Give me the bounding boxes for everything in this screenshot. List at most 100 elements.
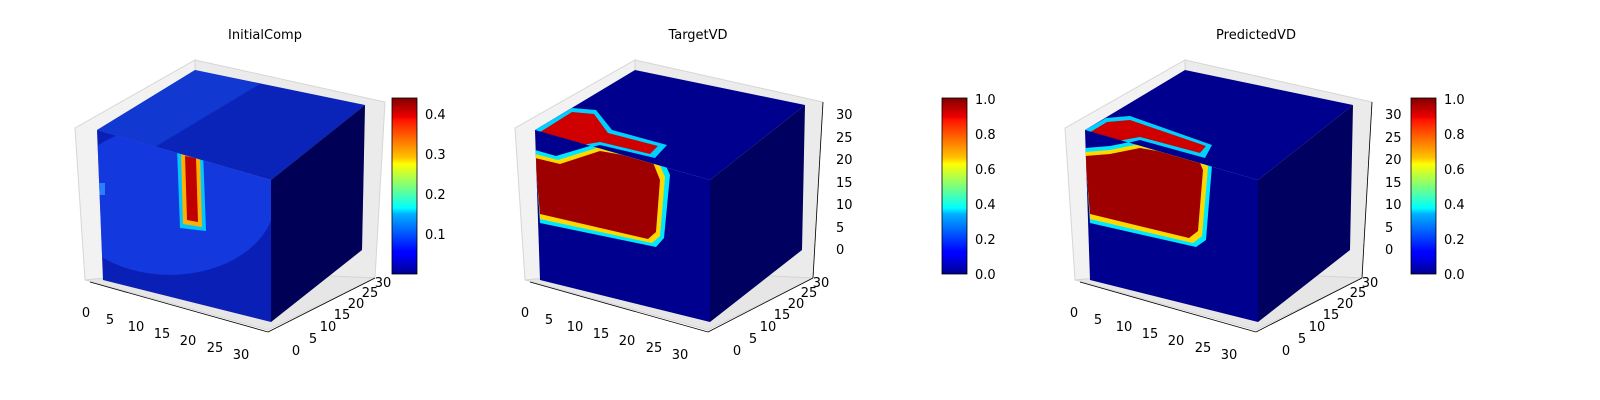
cube-right-face: [710, 105, 805, 322]
colorbar-tick-label: 0.0: [975, 268, 996, 283]
colorbar-gradient: [941, 97, 968, 275]
panel-initialcomp: InitialComp 0 5 1: [74, 28, 446, 363]
y-tick-label: 10: [320, 320, 337, 335]
z-tick-label: 5: [836, 221, 844, 236]
y-tick-label: 0: [1282, 344, 1290, 359]
z-tick-label: 0: [836, 243, 844, 258]
y-tick-label: 10: [1309, 320, 1326, 335]
z-tick-label: 15: [836, 176, 853, 191]
x-tick-label: 15: [1142, 327, 1159, 342]
y-tick-label: 25: [362, 286, 379, 301]
colorbar-tick-label: 0.6: [1444, 163, 1465, 178]
y-axis-line: [707, 277, 814, 333]
panel-targetvd: TargetVD 0 5 10 15 20 25 3: [514, 28, 996, 363]
edge-spot: [97, 183, 105, 195]
x-tick-label: 10: [567, 320, 584, 335]
colorbar-tick-label: 1.0: [1444, 93, 1465, 108]
colorbar-tick-label: 0.8: [1444, 128, 1465, 143]
y-tick-label: 0: [292, 344, 300, 359]
y-axis: 0 5 10 15 20 25 30: [267, 276, 391, 359]
colorbar-tick-label: 0.6: [975, 163, 996, 178]
colorbar-tick-label: 0.8: [975, 128, 996, 143]
x-tick-label: 5: [545, 313, 553, 328]
x-tick-label: 15: [154, 327, 171, 342]
y-axis: 0 5 10 15 20 25 30: [1255, 276, 1379, 359]
cube-top-shade: [97, 70, 260, 150]
z-tick-label: 30: [1385, 108, 1402, 123]
y-tick-label: 25: [801, 286, 818, 301]
x-axis-line: [529, 281, 709, 333]
colorbar-tick-label: 0.4: [1444, 198, 1465, 213]
colorbar-tick-label: 0.3: [425, 148, 446, 163]
x-tick-label: 5: [106, 313, 114, 328]
x-tick-label: 25: [207, 341, 224, 356]
x-tick-label: 20: [1168, 334, 1185, 349]
x-tick-label: 25: [646, 341, 663, 356]
x-tick-label: 0: [521, 306, 529, 321]
concentration-bar-core: [185, 156, 198, 222]
y-tick-label: 25: [1350, 286, 1367, 301]
colorbar-tick-label: 0.0: [1444, 268, 1465, 283]
z-axis-line: [812, 101, 824, 279]
x-tick-label: 15: [593, 327, 610, 342]
y-tick-label: 20: [788, 297, 805, 312]
x-tick-label: 30: [233, 348, 250, 363]
z-tick-label: 30: [836, 108, 853, 123]
y-tick-label: 5: [309, 332, 317, 347]
z-tick-label: 15: [1385, 176, 1402, 191]
y-tick-label: 5: [1298, 332, 1306, 347]
colorbar-gradient: [1410, 97, 1437, 275]
colorbar: 0.1 0.2 0.3 0.4: [391, 97, 446, 275]
colorbar-gradient: [391, 97, 418, 275]
x-axis-line: [89, 281, 269, 333]
x-axis-line: [1079, 281, 1257, 333]
z-axis: 0 5 10 15 20 25 30: [1361, 101, 1402, 279]
top-red-region: [1087, 120, 1206, 153]
panel-title: InitialComp: [228, 28, 302, 43]
y-tick-label: 10: [760, 320, 777, 335]
x-tick-label: 5: [1094, 313, 1102, 328]
y-tick-label: 30: [1362, 276, 1379, 291]
colorbar: 0.0 0.2 0.4 0.6 0.8 1.0: [1410, 93, 1465, 283]
y-tick-label: 15: [334, 308, 351, 323]
colorbar-tick-label: 0.1: [425, 228, 446, 243]
cube-right-face: [271, 105, 365, 322]
y-tick-label: 20: [348, 297, 365, 312]
x-tick-label: 20: [619, 334, 636, 349]
z-tick-label: 10: [1385, 198, 1402, 213]
z-tick-label: 25: [836, 131, 853, 146]
panel-predictedvd: PredictedVD 0 5 10 15 20 25: [1064, 28, 1465, 363]
colorbar-tick-label: 0.2: [1444, 233, 1465, 248]
cube-darken-right: [271, 105, 365, 322]
y-axis-line: [1255, 277, 1363, 333]
y-tick-label: 0: [733, 344, 741, 359]
y-tick-label: 5: [749, 332, 757, 347]
x-tick-label: 0: [1070, 306, 1078, 321]
panel-title: PredictedVD: [1216, 28, 1296, 43]
y-tick-label: 15: [774, 308, 791, 323]
y-tick-label: 20: [1337, 297, 1354, 312]
x-tick-label: 30: [1221, 348, 1238, 363]
cube-top-face: [1085, 70, 1353, 180]
z-tick-label: 20: [836, 153, 853, 168]
colorbar-tick-label: 0.4: [975, 198, 996, 213]
colorbar-tick-label: 0.4: [425, 108, 446, 123]
z-axis: 0 5 10 15 20 25 30: [812, 101, 853, 279]
x-axis: 0 5 10 15 20 25 30: [82, 281, 269, 363]
x-tick-label: 30: [672, 348, 689, 363]
colorbar-tick-label: 1.0: [975, 93, 996, 108]
x-tick-label: 0: [82, 306, 90, 321]
cube-right-face: [1258, 105, 1353, 322]
x-axis: 0 5 10 15 20 25 30: [1070, 281, 1257, 363]
z-tick-label: 0: [1385, 243, 1393, 258]
y-axis: 0 5 10 15 20 25 30: [707, 276, 830, 359]
z-tick-label: 25: [1385, 131, 1402, 146]
z-tick-label: 20: [1385, 153, 1402, 168]
x-tick-label: 10: [1116, 320, 1133, 335]
colorbar: 0.0 0.2 0.4 0.6 0.8 1.0: [941, 93, 996, 283]
panel-title: TargetVD: [667, 28, 727, 43]
y-axis-line: [267, 277, 376, 333]
x-tick-label: 10: [128, 320, 145, 335]
y-tick-label: 30: [813, 276, 830, 291]
